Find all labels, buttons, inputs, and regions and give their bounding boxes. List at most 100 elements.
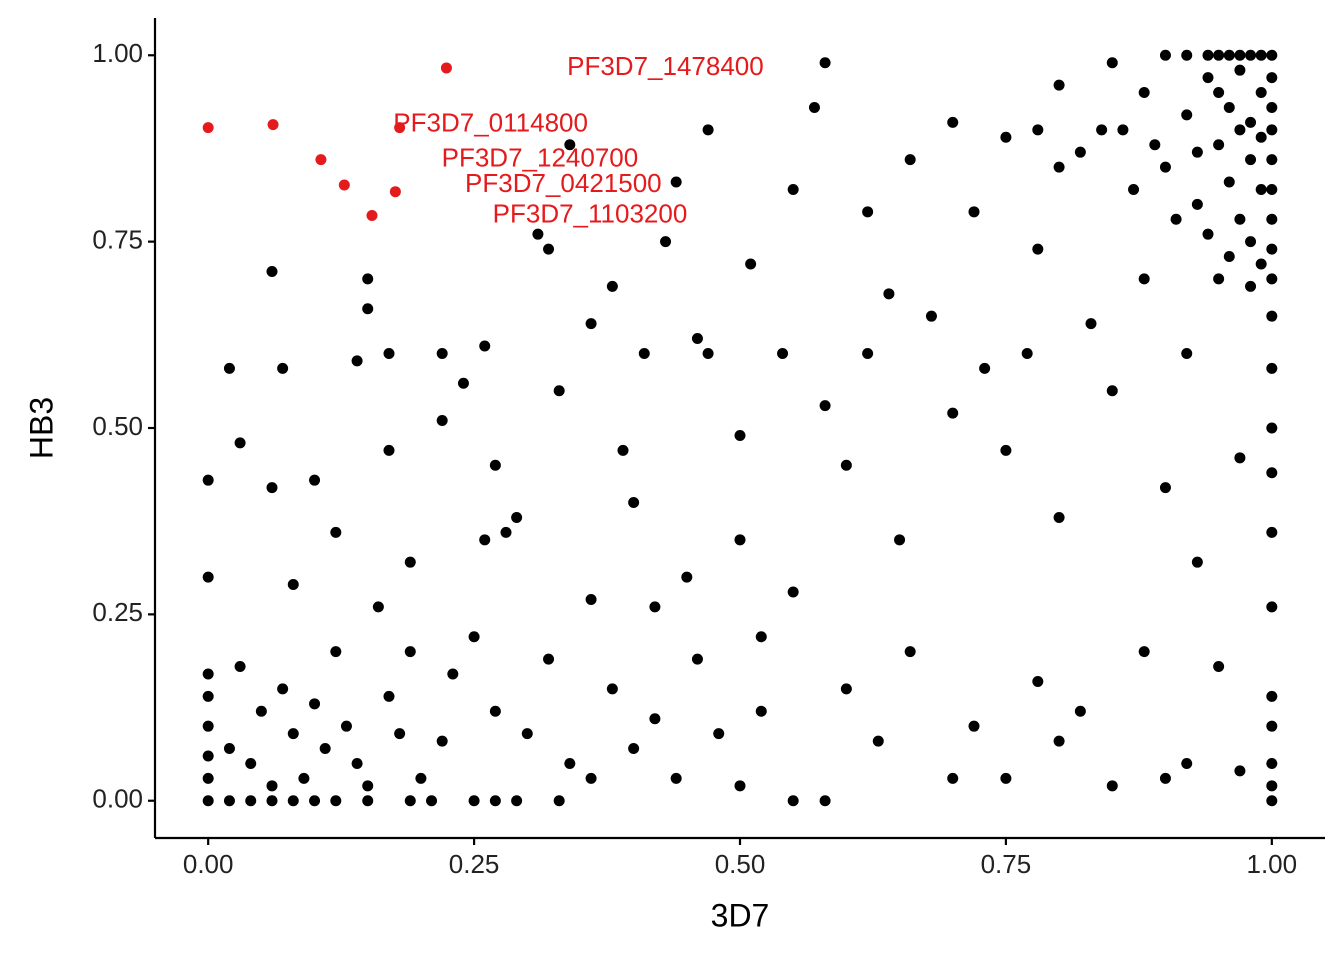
point	[1191, 198, 1203, 210]
point	[585, 772, 597, 784]
point	[1138, 87, 1150, 99]
point	[234, 661, 246, 673]
point	[1255, 258, 1267, 270]
point	[1096, 124, 1108, 136]
point	[585, 318, 597, 330]
point	[691, 333, 703, 345]
point	[660, 236, 672, 248]
point	[383, 444, 395, 456]
point	[968, 720, 980, 732]
point	[447, 668, 459, 680]
point	[543, 243, 555, 255]
point	[1266, 467, 1278, 479]
point	[1106, 385, 1118, 397]
point	[1191, 556, 1203, 568]
point	[1138, 273, 1150, 285]
point	[819, 57, 831, 69]
point	[223, 743, 235, 755]
x-tick-label: 0.25	[449, 849, 500, 879]
point	[468, 795, 480, 807]
point	[1181, 347, 1193, 359]
point	[628, 743, 640, 755]
point	[372, 601, 384, 613]
point	[1223, 101, 1235, 113]
point	[1032, 675, 1044, 687]
point	[681, 571, 693, 583]
point	[1266, 601, 1278, 613]
point	[202, 474, 214, 486]
x-tick-label: 0.00	[183, 849, 234, 879]
point	[1213, 661, 1225, 673]
point	[202, 720, 214, 732]
point	[1266, 526, 1278, 538]
x-tick-label: 0.50	[715, 849, 766, 879]
point	[338, 179, 350, 191]
point	[819, 795, 831, 807]
point	[1213, 87, 1225, 99]
point	[404, 556, 416, 568]
point	[1053, 161, 1065, 173]
point	[394, 728, 406, 740]
point	[479, 340, 491, 352]
point	[543, 653, 555, 665]
point	[202, 571, 214, 583]
point	[351, 355, 363, 367]
point	[1255, 183, 1267, 195]
point	[489, 795, 501, 807]
point	[1266, 795, 1278, 807]
point	[315, 154, 327, 166]
point	[1181, 757, 1193, 769]
point	[840, 683, 852, 695]
annotation: PF3D7_0421500	[465, 168, 662, 198]
point	[1181, 109, 1193, 121]
x-tick-label: 0.75	[981, 849, 1032, 879]
point	[404, 795, 416, 807]
point	[904, 646, 916, 658]
point	[202, 668, 214, 680]
point	[1266, 213, 1278, 225]
point	[1266, 690, 1278, 702]
point	[1266, 422, 1278, 434]
point	[1266, 101, 1278, 113]
annotation: PF3D7_1103200	[493, 198, 688, 228]
point	[500, 526, 512, 538]
point	[1234, 213, 1246, 225]
point	[947, 407, 959, 419]
point	[298, 772, 310, 784]
point	[1266, 183, 1278, 195]
point	[1245, 236, 1257, 248]
point	[787, 183, 799, 195]
point	[223, 362, 235, 374]
annotation: PF3D7_1240700	[442, 143, 639, 173]
point	[1000, 131, 1012, 143]
point	[202, 795, 214, 807]
point	[691, 653, 703, 665]
point	[309, 474, 321, 486]
point	[266, 795, 278, 807]
point	[862, 347, 874, 359]
point	[862, 206, 874, 218]
point	[894, 534, 906, 546]
point	[436, 735, 448, 747]
point	[1234, 124, 1246, 136]
point	[1234, 452, 1246, 464]
y-tick-label: 0.00	[92, 784, 143, 814]
point	[330, 526, 342, 538]
point	[277, 362, 289, 374]
point	[947, 116, 959, 128]
x-axis-label: 3D7	[711, 897, 770, 933]
point	[351, 757, 363, 769]
point	[670, 772, 682, 784]
point	[436, 347, 448, 359]
point	[521, 728, 533, 740]
point	[1106, 57, 1118, 69]
point	[489, 459, 501, 471]
y-tick-label: 0.50	[92, 411, 143, 441]
point	[319, 743, 331, 755]
y-tick-label: 0.75	[92, 225, 143, 255]
point	[202, 690, 214, 702]
point	[440, 62, 452, 74]
y-tick-label: 0.25	[92, 597, 143, 627]
point	[1266, 273, 1278, 285]
point	[904, 154, 916, 166]
